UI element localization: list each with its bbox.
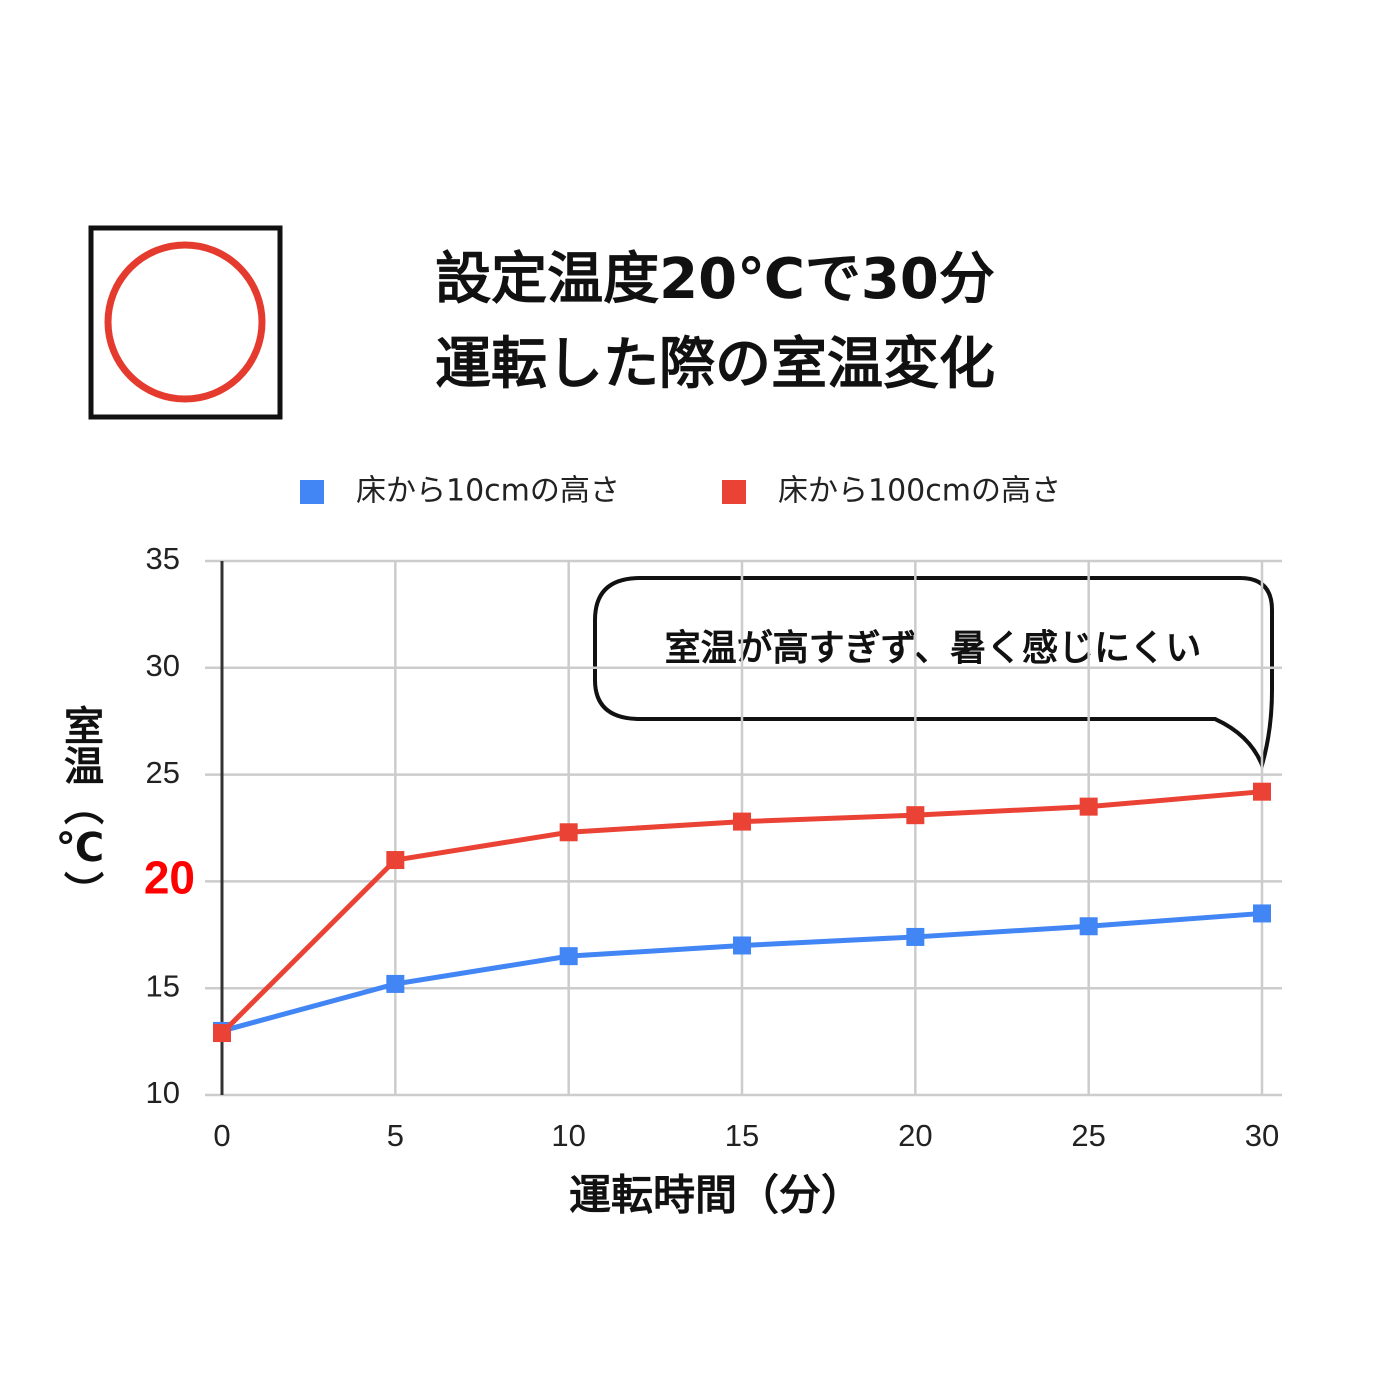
data-point xyxy=(386,974,405,993)
y-tick-label: 15 xyxy=(146,968,180,1003)
x-tick-label: 5 xyxy=(387,1118,404,1153)
chart-title: 運転した際の室温変化 xyxy=(435,332,995,397)
data-point xyxy=(1253,782,1271,801)
data-point xyxy=(906,806,925,825)
y-tick-label: 30 xyxy=(146,648,180,683)
y-tick-label: 25 xyxy=(146,755,180,790)
y-tick-label: 10 xyxy=(146,1075,180,1110)
x-tick-label: 20 xyxy=(898,1118,932,1153)
speech-bubble xyxy=(593,576,1274,772)
legend-swatch xyxy=(722,480,746,504)
icon-box xyxy=(88,225,283,420)
data-point xyxy=(213,1024,231,1043)
y-tick-label: 35 xyxy=(146,541,180,576)
data-point xyxy=(733,936,751,955)
x-tick-label: 30 xyxy=(1245,1118,1279,1153)
y-axis-label: 室温（℃） xyxy=(57,705,104,911)
data-point xyxy=(386,851,405,870)
x-tick-label: 25 xyxy=(1071,1118,1105,1153)
x-tick-label: 10 xyxy=(551,1118,585,1153)
y-tick-label: 20 xyxy=(144,852,195,904)
x-tick-label: 0 xyxy=(213,1118,230,1153)
data-point xyxy=(1253,904,1271,923)
data-point xyxy=(559,947,578,966)
legend-label: 床から100cmの高さ xyxy=(778,474,1061,509)
annotation: 室温が高すぎず、暑く感じにくい xyxy=(665,628,1202,669)
chart-title: 設定温度20℃で30分 xyxy=(435,247,995,312)
legend-label: 床から10cmの高さ xyxy=(356,474,620,509)
data-point xyxy=(906,927,925,946)
x-axis-label: 運転時間（分） xyxy=(569,1171,863,1220)
data-point xyxy=(1079,797,1098,816)
data-point xyxy=(733,812,751,831)
data-point xyxy=(559,823,578,842)
x-tick-label: 15 xyxy=(725,1118,759,1153)
icon-circle xyxy=(104,241,266,403)
data-point xyxy=(1079,917,1098,936)
legend-swatch xyxy=(300,480,324,504)
